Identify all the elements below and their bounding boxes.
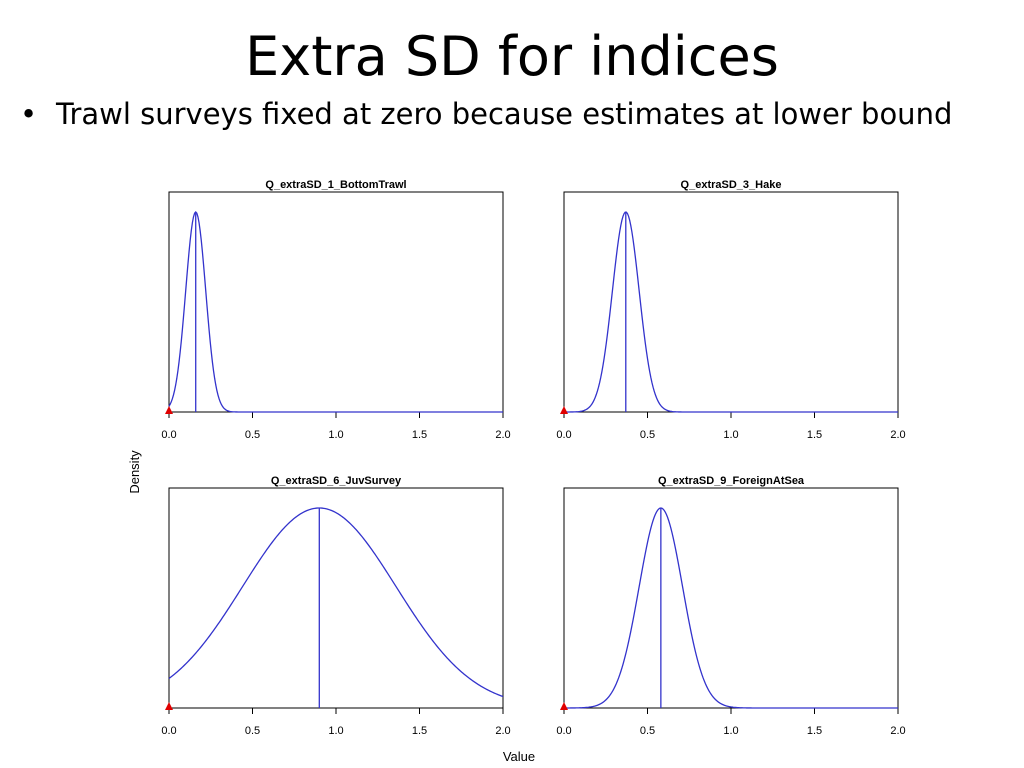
x-tick-label: 1.5	[807, 429, 822, 441]
panel-title: Q_extraSD_1_BottomTrawl	[265, 179, 406, 191]
x-tick-label: 2.0	[495, 429, 510, 441]
bullet-symbol: •	[20, 97, 38, 131]
x-tick-label: 0.5	[245, 725, 260, 737]
slide-title: Extra SD for indices	[245, 25, 779, 88]
x-tick-label: 0.0	[556, 725, 571, 737]
x-tick-label: 0.0	[161, 429, 176, 441]
density-curve	[563, 211, 898, 413]
prior-marker	[560, 702, 568, 710]
density-curve	[564, 507, 898, 709]
x-tick-label: 1.5	[412, 429, 427, 441]
x-tick-label: 1.0	[723, 429, 738, 441]
x-tick-label: 1.5	[807, 725, 822, 737]
plot-frame	[168, 191, 504, 413]
plot-frame	[168, 487, 504, 709]
x-tick-label: 2.0	[890, 429, 905, 441]
x-tick-label: 0.5	[245, 429, 260, 441]
x-tick-label: 1.0	[328, 429, 343, 441]
x-tick-label: 1.5	[412, 725, 427, 737]
bullet-text: Trawl surveys fixed at zero because esti…	[56, 97, 953, 131]
density-curve	[168, 507, 504, 698]
x-tick-label: 2.0	[890, 725, 905, 737]
plot-frame	[563, 487, 899, 709]
panel-title: Q_extraSD_3_Hake	[681, 179, 782, 191]
density-curve	[168, 211, 503, 413]
x-axis-label: Value	[503, 749, 535, 764]
x-tick-label: 1.0	[723, 725, 738, 737]
x-tick-label: 0.5	[640, 725, 655, 737]
bullet-item: • Trawl surveys fixed at zero because est…	[20, 96, 952, 132]
x-tick-label: 0.0	[161, 725, 176, 737]
panel-title: Q_extraSD_6_JuvSurvey	[271, 475, 402, 487]
prior-marker	[560, 406, 568, 414]
prior-marker	[165, 702, 173, 710]
y-axis-label: Density	[127, 450, 142, 494]
plot-frame	[563, 191, 899, 413]
x-tick-label: 0.0	[556, 429, 571, 441]
x-tick-label: 0.5	[640, 429, 655, 441]
panel-title: Q_extraSD_9_ForeignAtSea	[658, 475, 805, 487]
x-tick-label: 2.0	[495, 725, 510, 737]
x-tick-label: 1.0	[328, 725, 343, 737]
prior-marker	[165, 406, 173, 414]
